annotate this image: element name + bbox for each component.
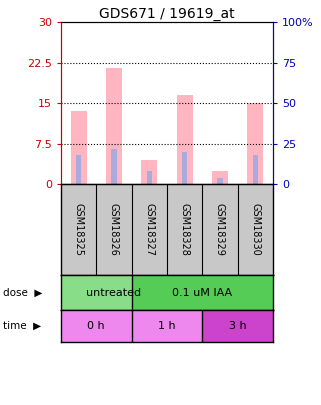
Bar (76, 155, 81, 184)
Text: rank, Detection Call = ABSENT: rank, Detection Call = ABSENT (54, 376, 204, 386)
Text: 1 h: 1 h (158, 321, 176, 331)
FancyBboxPatch shape (19, 378, 41, 386)
Bar (253, 155, 258, 184)
Bar (182, 152, 187, 184)
Bar (61, 275, 132, 310)
Text: 0.1 uM IAA: 0.1 uM IAA (172, 288, 232, 298)
Text: dose  ▶: dose ▶ (3, 288, 43, 298)
Bar (217, 178, 222, 184)
Text: GSM18330: GSM18330 (250, 203, 260, 256)
Text: 0 h: 0 h (88, 321, 105, 331)
Bar (61, 310, 132, 342)
Bar (212, 171, 228, 184)
Text: GSM18328: GSM18328 (179, 203, 190, 256)
Text: count: count (54, 340, 82, 350)
Text: GSM18325: GSM18325 (74, 203, 84, 256)
Text: GSM18327: GSM18327 (144, 203, 154, 256)
Bar (177, 95, 193, 184)
FancyBboxPatch shape (19, 342, 41, 350)
FancyBboxPatch shape (19, 366, 41, 373)
Bar (202, 310, 273, 342)
Text: GSM18326: GSM18326 (109, 203, 119, 256)
Bar (106, 68, 122, 184)
Bar (132, 310, 202, 342)
FancyBboxPatch shape (19, 354, 41, 361)
Title: GDS671 / 19619_at: GDS671 / 19619_at (99, 7, 235, 21)
Text: value, Detection Call = ABSENT: value, Detection Call = ABSENT (54, 364, 209, 374)
Bar (147, 171, 152, 184)
Bar (111, 149, 117, 184)
Bar (132, 275, 273, 310)
Text: 3 h: 3 h (229, 321, 246, 331)
Text: GSM18329: GSM18329 (215, 203, 225, 256)
Text: percentile rank within the sample: percentile rank within the sample (54, 352, 219, 362)
Bar (71, 111, 87, 184)
Bar (247, 103, 263, 184)
Text: untreated: untreated (86, 288, 142, 298)
Text: time  ▶: time ▶ (3, 321, 41, 331)
Bar (141, 160, 157, 184)
